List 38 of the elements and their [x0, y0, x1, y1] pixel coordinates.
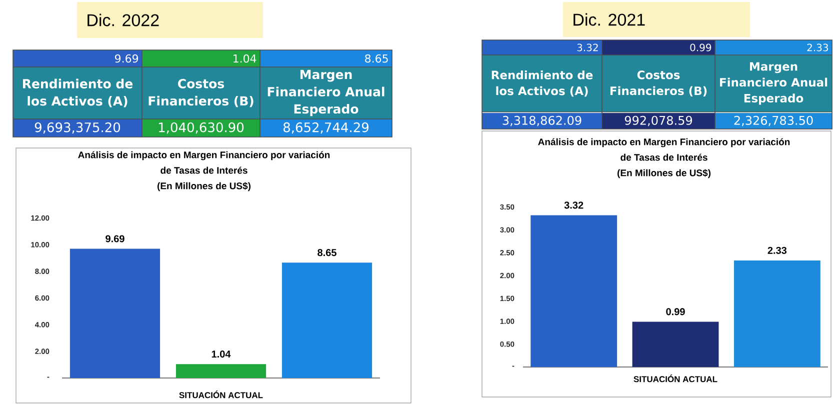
text: 992,078.59: [624, 116, 692, 126]
annotation: 3.32: [564, 202, 584, 209]
data-label: 2.33: [807, 44, 828, 52]
text: Dic. 2021: [574, 13, 645, 26]
category-label: Margen Financiero Anual Esperado: [268, 70, 384, 116]
annotation: 0.99: [666, 308, 685, 316]
category-label: Margen Financiero Anual Esperado: [720, 62, 828, 105]
text: 8,652,744.29: [283, 122, 368, 134]
bar: [530, 215, 618, 367]
bar: [734, 260, 820, 367]
data-label: 9.69: [115, 54, 138, 63]
annotation: 1.04: [212, 350, 231, 358]
data-label: 3.32: [577, 44, 598, 52]
data-label: 1.04: [234, 54, 256, 63]
chart-title: Análisis de impacto en Margen Financiero por variación de Tasas de Interés: [78, 151, 330, 174]
bar: [70, 248, 160, 378]
data-label: 8.65: [365, 54, 388, 63]
annotation: 8.65: [318, 249, 336, 256]
bar: [282, 262, 372, 378]
category-label: Costos Financieros (B): [148, 78, 254, 108]
category-label: Costos Financieros (B): [610, 70, 707, 96]
text: 2,326,783.50: [734, 116, 813, 126]
category-label: Rendimiento de los Activos (A): [23, 78, 133, 108]
text: Dic. 2022: [88, 14, 159, 26]
annotation: 9.69: [106, 235, 124, 242]
text: 3,318,862.09: [502, 116, 582, 126]
category-label: Rendimiento de los Activos (A): [492, 70, 593, 97]
text: 9,693,375.20: [34, 122, 120, 134]
chart-title: Análisis de impacto en Margen Financiero por variación de Tasas de Interés: [538, 138, 790, 161]
bar: [632, 322, 719, 367]
chart-subtitle: (En Millones de US$): [617, 169, 711, 178]
text: 1,040,630.90: [159, 122, 244, 134]
annotation: 2.33: [768, 246, 787, 254]
x-axis-title: SITUACIÓN ACTUAL: [634, 374, 718, 382]
x-axis-title: SITUACIÓN ACTUAL: [179, 390, 263, 398]
data-label: 0.99: [690, 44, 712, 52]
chart-subtitle: (En Millones de US$): [157, 182, 251, 192]
bar: [176, 364, 266, 378]
